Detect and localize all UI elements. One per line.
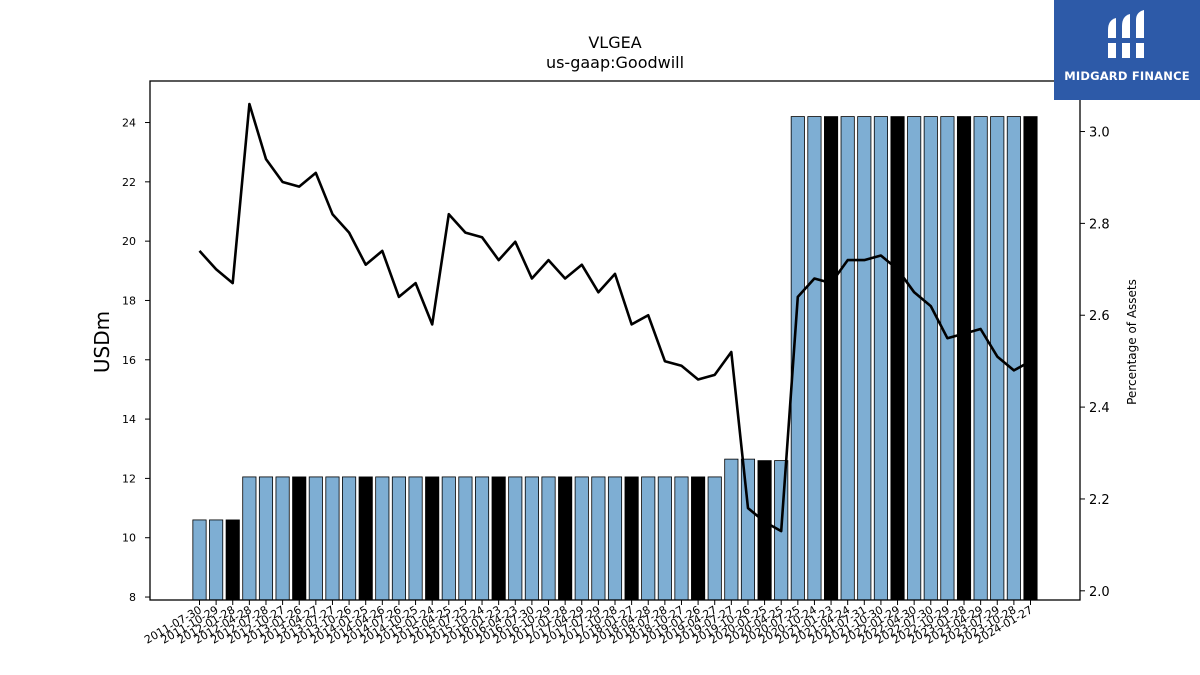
bar [724, 458, 739, 601]
y-tick-label: 12 [122, 472, 136, 485]
y-tick-label: 10 [122, 532, 136, 545]
bar [907, 116, 922, 601]
y2-tick-label: 2.6 [1089, 309, 1110, 324]
bar [956, 116, 972, 601]
bar [408, 476, 423, 601]
bar [192, 519, 207, 601]
y2-tick-label: 2.2 [1089, 493, 1110, 508]
y2-tick-label: 2.4 [1089, 401, 1110, 416]
bar [391, 476, 406, 601]
bar [275, 476, 290, 601]
bar [923, 116, 938, 601]
brand-name: MIDGARD FINANCE [1064, 69, 1190, 83]
bar [657, 476, 672, 601]
y-tick-label: 16 [122, 354, 136, 367]
y-tick-label: 22 [122, 176, 136, 189]
left-axis: 8 10 12 14 16 18 20 22 24 [122, 117, 150, 604]
bar [641, 476, 656, 601]
bar [258, 476, 274, 601]
bar [425, 476, 440, 601]
bar [990, 116, 1005, 601]
bar [674, 476, 689, 601]
bar [342, 476, 357, 601]
bar [491, 476, 506, 601]
chart-subtitle: us-gaap:Goodwill [546, 53, 684, 72]
bar [840, 116, 855, 601]
bar [308, 476, 323, 601]
bar [591, 476, 606, 601]
bar [707, 476, 722, 601]
y2-tick-label: 2.0 [1089, 585, 1110, 600]
bar [209, 519, 224, 601]
bar [940, 116, 955, 601]
bar [624, 476, 639, 601]
y2-tick-label: 3.0 [1089, 126, 1110, 141]
bar [740, 458, 756, 601]
bar [973, 116, 988, 601]
bar [873, 116, 888, 601]
bar [890, 116, 905, 601]
bar [474, 476, 490, 601]
bar [292, 476, 307, 601]
chart-title: VLGEA [588, 33, 641, 52]
right-axis: 2.0 2.2 2.4 2.6 2.8 3.0 [1080, 126, 1110, 600]
bar [857, 116, 872, 601]
bar [375, 476, 390, 601]
y-tick-label: 18 [122, 294, 136, 307]
bar [824, 116, 839, 601]
y-tick-label: 24 [122, 117, 136, 130]
bar [358, 476, 373, 601]
bar [508, 476, 523, 601]
y-axis-label: USDm [90, 311, 114, 373]
bar [807, 116, 822, 601]
y-tick-label: 8 [129, 591, 136, 604]
bar [325, 476, 340, 601]
bar [558, 476, 573, 601]
bar [458, 476, 473, 601]
brand-logo: MIDGARD FINANCE [1054, 0, 1200, 100]
bar [1006, 116, 1021, 601]
bar [1023, 116, 1038, 601]
bar [757, 460, 772, 601]
midgard-logo-icon [1106, 10, 1148, 58]
bar [524, 476, 539, 601]
y-tick-label: 20 [122, 235, 136, 248]
percentage-line [198, 102, 1032, 533]
y-tick-label: 14 [122, 413, 136, 426]
bar [691, 476, 706, 601]
x-axis: 2011-07-302011-10-292012-01-282012-04-28… [142, 600, 1035, 647]
bar [541, 476, 556, 601]
bar [441, 476, 456, 601]
bar [225, 519, 240, 601]
bar [574, 476, 589, 601]
bar [242, 476, 257, 601]
bar-series [192, 116, 1038, 601]
y2-axis-label: Percentage of Assets [1125, 279, 1139, 405]
y2-tick-label: 2.8 [1089, 217, 1110, 232]
bar [607, 476, 623, 601]
